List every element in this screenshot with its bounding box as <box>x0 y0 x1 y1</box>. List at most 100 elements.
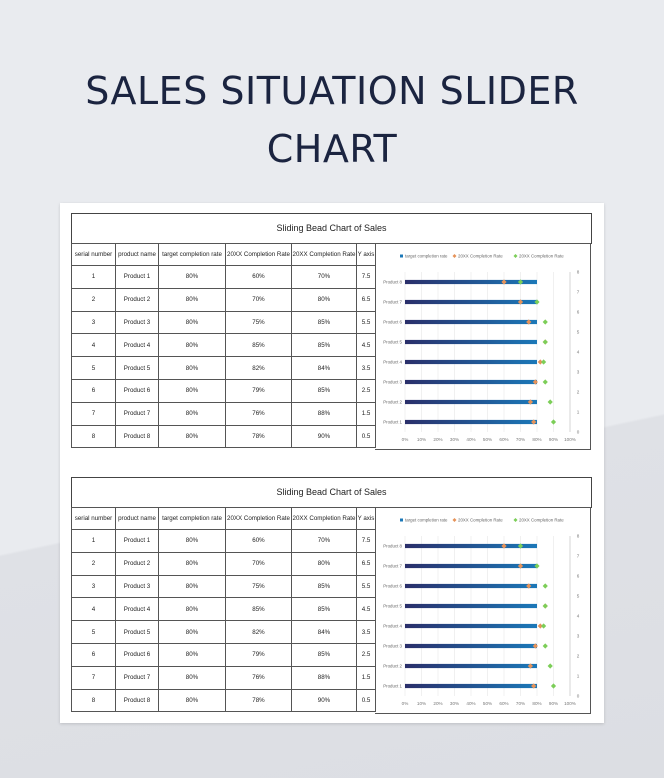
orange-bead <box>501 279 507 285</box>
data-table: serial number product name target completi… <box>71 507 376 713</box>
target-bar <box>405 339 537 345</box>
orange-bead <box>501 543 507 549</box>
table-cell: 80% <box>291 287 357 312</box>
green-bead <box>547 399 553 405</box>
table-cell: 2 <box>71 551 116 576</box>
table-cell: 82% <box>225 356 292 380</box>
page-title: SALES SITUATION SLIDER CHART <box>0 62 664 178</box>
category-label: Product 2 <box>383 664 402 669</box>
target-bar <box>405 563 537 569</box>
x-tick-label: 0% <box>402 437 409 442</box>
category-label: Product 5 <box>383 604 402 609</box>
y2-tick-label: 4 <box>577 350 580 355</box>
green-bead <box>542 379 548 385</box>
table-cell: 5 <box>71 620 116 644</box>
data-table: serial number product name target completi… <box>71 243 376 449</box>
orange-bead <box>537 359 543 365</box>
x-tick-label: 70% <box>516 701 525 706</box>
table-row: 4 Product 4 80% 85% 85% 4.5 <box>71 333 376 358</box>
table-header-row: serial number product name target completi… <box>71 243 376 266</box>
table-cell: Product 7 <box>115 665 159 690</box>
table-cell: 4 <box>71 597 116 622</box>
x-tick-label: 90% <box>549 437 558 442</box>
table-cell: Product 5 <box>115 620 159 644</box>
column-header: product name <box>115 507 159 530</box>
category-label: Product 6 <box>383 584 402 589</box>
table-cell: 88% <box>291 401 357 426</box>
chart-area: 0% 10% 20% 30% 40% 50% 60% 70% 80% 90% 100% 8 7 6 5 4 3 2… <box>375 243 591 450</box>
green-bead <box>550 683 557 689</box>
table-cell: 8 <box>71 688 116 713</box>
table-cell: Product 6 <box>115 378 159 403</box>
category-label: Product 2 <box>383 400 402 405</box>
table-cell: 85% <box>291 378 357 403</box>
table-body: 1 Product 1 80% 60% 70% 7.5 2 Product 2 80% 70% 80… <box>71 529 376 713</box>
x-tick-label: 70% <box>516 437 525 442</box>
y2-tick-label: 3 <box>577 370 580 375</box>
table-cell: 85% <box>225 597 292 622</box>
table-cell: 85% <box>291 642 357 667</box>
category-label: Product 6 <box>383 320 402 325</box>
y2-tick-label: 6 <box>577 310 580 315</box>
column-header: Y axis <box>356 243 376 266</box>
target-bar <box>405 623 537 629</box>
table-cell: 82% <box>225 620 292 644</box>
column-header: Y axis <box>356 507 376 530</box>
y2-tick-label: 6 <box>577 574 580 579</box>
table-cell: 5.5 <box>356 310 376 335</box>
legend-label: 20XX Completion Rate <box>458 518 503 523</box>
table-cell: 78% <box>225 424 292 449</box>
table-row: 5 Product 5 80% 82% 84% 3.5 <box>71 620 376 644</box>
y2-tick-label: 8 <box>577 270 580 275</box>
y2-tick-label: 1 <box>577 674 580 679</box>
target-bar <box>405 683 537 689</box>
table-cell: Product 3 <box>115 310 159 335</box>
table-cell: 3 <box>71 574 116 599</box>
legend-swatch <box>400 518 403 522</box>
x-tick-label: 40% <box>466 701 475 706</box>
table-cell: 70% <box>225 551 292 576</box>
table-cell: 80% <box>158 597 226 622</box>
target-bar <box>405 359 537 365</box>
green-bead <box>547 663 553 669</box>
table-row: 6 Product 6 80% 79% 85% 2.5 <box>71 378 376 403</box>
table-cell: 75% <box>225 574 292 599</box>
orange-bead <box>526 583 532 589</box>
x-tick-label: 20% <box>433 437 442 442</box>
y2-tick-label: 7 <box>577 290 580 295</box>
target-bar <box>405 399 537 405</box>
table-cell: 3 <box>71 310 116 335</box>
green-bead <box>542 319 548 325</box>
legend-label: 20XX Completion Rate <box>458 254 503 259</box>
x-tick-label: 100% <box>564 701 576 706</box>
green-bead <box>542 583 548 589</box>
table-cell: Product 8 <box>115 688 159 713</box>
x-tick-label: 60% <box>499 437 508 442</box>
legend-swatch <box>513 254 518 258</box>
legend-swatch <box>513 518 518 522</box>
category-label: Product 1 <box>383 684 402 689</box>
table-header-row: serial number product name target completi… <box>71 507 376 530</box>
table-cell: 6 <box>71 378 116 403</box>
table-cell: 1.5 <box>356 665 376 690</box>
table-row: 6 Product 6 80% 79% 85% 2.5 <box>71 642 376 667</box>
table-cell: Product 2 <box>115 287 159 312</box>
table-cell: 5.5 <box>356 574 376 599</box>
y2-tick-label: 7 <box>577 554 580 559</box>
table-cell: 80% <box>158 529 226 553</box>
table-row: 7 Product 7 80% 76% 88% 1.5 <box>71 665 376 690</box>
table-row: 2 Product 2 80% 70% 80% 6.5 <box>71 287 376 312</box>
column-header: 20XX Completion Rate <box>291 507 357 530</box>
y2-tick-label: 8 <box>577 534 580 539</box>
table-cell: 1.5 <box>356 401 376 426</box>
green-bead <box>534 299 540 305</box>
x-tick-label: 50% <box>483 701 492 706</box>
table-cell: 85% <box>291 597 357 622</box>
category-label: Product 5 <box>383 340 402 345</box>
green-bead <box>550 419 557 425</box>
table-cell: 7 <box>71 401 116 426</box>
category-label: Product 4 <box>383 360 402 365</box>
table-row: 5 Product 5 80% 82% 84% 3.5 <box>71 356 376 380</box>
legend-swatch <box>452 518 457 522</box>
table-cell: 76% <box>225 665 292 690</box>
